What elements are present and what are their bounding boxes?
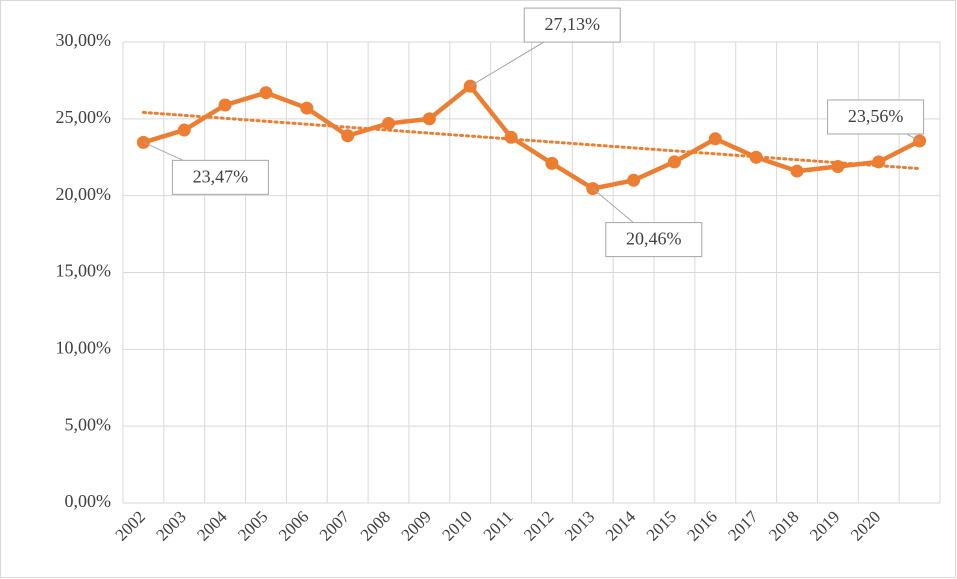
- point: [708, 132, 722, 146]
- y-tick-label: 15,00%: [56, 261, 112, 281]
- point: [259, 86, 273, 100]
- point: [177, 123, 191, 137]
- data-label: 23,47%: [193, 166, 249, 186]
- label-box: [523, 7, 621, 43]
- label-box: [171, 159, 269, 195]
- point: [872, 155, 886, 169]
- line: [142, 83, 921, 191]
- y-tick-label: 10,00%: [56, 337, 112, 357]
- point: [382, 116, 396, 130]
- y-tick-label: 25,00%: [56, 107, 112, 127]
- point: [300, 101, 314, 115]
- point: [545, 156, 559, 170]
- point: [422, 112, 436, 126]
- data-label: 27,13%: [544, 14, 600, 34]
- point: [790, 164, 804, 178]
- point: [341, 129, 355, 143]
- point: [667, 155, 681, 169]
- label-box: [827, 99, 925, 135]
- y-tick-label: 30,00%: [56, 30, 112, 50]
- point: [627, 173, 641, 187]
- trendline: [141, 110, 922, 171]
- point: [749, 150, 763, 164]
- label-box: [605, 222, 703, 258]
- point: [831, 159, 845, 173]
- y-tick-label: 0,00%: [65, 491, 112, 511]
- point: [218, 98, 232, 112]
- point: [504, 130, 518, 144]
- y-tick-label: 5,00%: [65, 414, 112, 434]
- data-label: 20,46%: [626, 229, 682, 249]
- y-tick-label: 20,00%: [56, 184, 112, 204]
- data-label: 23,56%: [848, 106, 904, 126]
